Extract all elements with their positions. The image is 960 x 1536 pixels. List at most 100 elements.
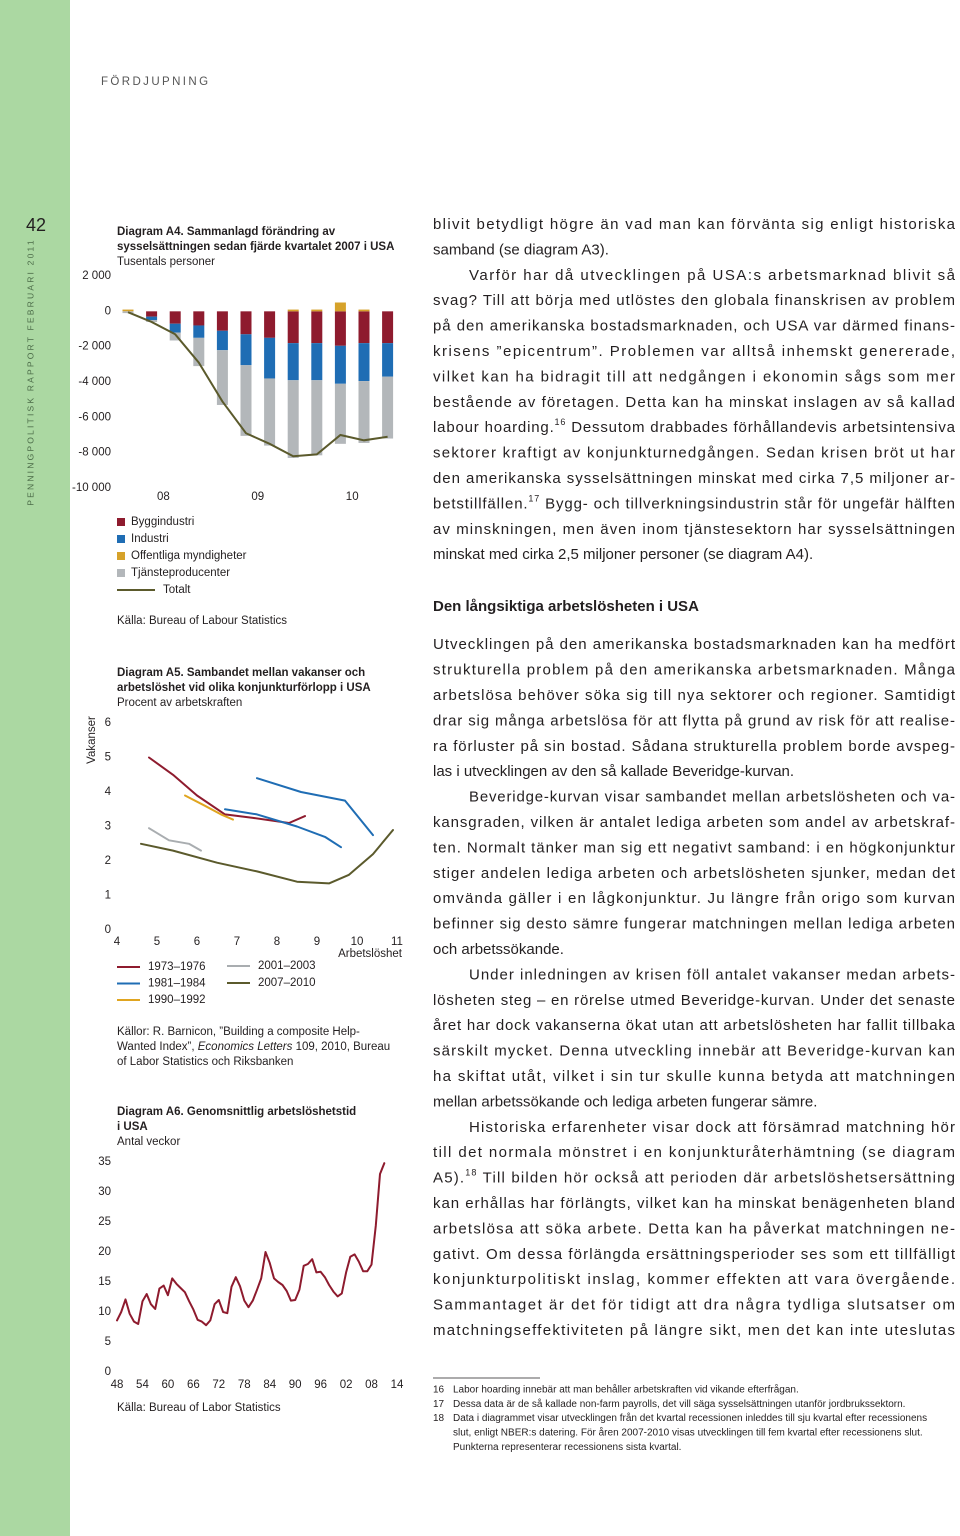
x-axis-label: Arbetslöshet: [338, 948, 403, 960]
chart-subtitle: Procent av arbetskraften: [117, 697, 242, 709]
bar-segment: [382, 311, 394, 344]
chart-title: Diagram A4. Sammanlagd förändring av: [117, 226, 336, 238]
body-line: ra förluster på sin bostad. Sådana struk…: [433, 738, 955, 755]
x-tick-label: 78: [238, 1379, 251, 1391]
body-line: Beveridge-kurvan visar sambandet mellan …: [469, 789, 955, 806]
bar-segment: [311, 380, 323, 456]
legend-swatch: [117, 569, 125, 577]
bar-segment: [311, 343, 323, 381]
x-tick-label: 10: [351, 936, 364, 948]
bar-segment: [358, 309, 370, 312]
x-tick-label: 6: [194, 936, 200, 948]
legend-label: Offentliga myndigheter: [131, 550, 247, 562]
chart-source: of Labor Statistics och Riksbanken: [117, 1056, 293, 1068]
y-tick-label: 0: [105, 924, 111, 936]
y-tick-label: 15: [98, 1276, 111, 1288]
y-tick-label: 3: [105, 821, 111, 833]
x-tick-label: 54: [136, 1379, 149, 1391]
y-tick-label: -2 000: [78, 341, 111, 353]
footnote-text: slut, enligt NBER:s datering. För åren 2…: [453, 1427, 923, 1439]
x-tick-label: 4: [114, 936, 121, 948]
body-line: den amerikanska sysselsättningen minskat…: [433, 470, 955, 487]
y-tick-label: 2: [105, 855, 111, 867]
chart-source: Källor: R. Barnicon, ”Building a composi…: [117, 1026, 360, 1038]
body-line: matchningseffektiviteten på längre sikt,…: [433, 1322, 955, 1339]
x-tick-label: 7: [234, 936, 240, 948]
text-run: betstillfällen.: [433, 495, 528, 512]
legend-label: 2001–2003: [258, 960, 316, 972]
body-line: betstillfällen.17 Bygg- och tillverkning…: [433, 494, 955, 513]
y-tick-label: 0: [105, 305, 111, 317]
y-tick-label: -6 000: [78, 411, 111, 423]
y-tick-label: 30: [98, 1186, 111, 1198]
chart-title: Diagram A5. Sambandet mellan vakanser oc…: [117, 667, 365, 679]
body-line: drar sig många arbetslösa för att flytta…: [433, 712, 955, 729]
bar-segment: [358, 381, 370, 443]
body-line: vilket kan ha bidragit till att nedgånge…: [433, 368, 955, 385]
bar-segment: [382, 376, 394, 439]
body-line: ten. Normalt tänker man sig ett negativt…: [433, 839, 955, 856]
body-line: Varför har då utvecklingen på USA:s arbe…: [469, 267, 956, 284]
body-line: på den amerikanska bostadsmarknaden, och…: [433, 318, 955, 335]
bar-segment: [169, 323, 181, 333]
bar-segment: [216, 311, 228, 331]
body-line: befinner sig desto sämre fungerar matchn…: [433, 916, 955, 933]
footnote-text: Punkterna representerar recessionens sis…: [453, 1442, 681, 1453]
body-line: labour hoarding.16 Dessutom drabbades fö…: [433, 418, 956, 437]
y-tick-label: 25: [98, 1216, 111, 1228]
body-line: las i utvecklingen av den så kallade Bev…: [433, 763, 794, 780]
legend-label: 1973–1976: [148, 961, 206, 973]
x-tick-label: 66: [187, 1379, 200, 1391]
legend-label: Totalt: [163, 584, 191, 596]
bar-segment: [193, 325, 205, 338]
x-tick-label: 84: [263, 1379, 276, 1391]
chart-subtitle: Antal veckor: [117, 1136, 180, 1148]
body-line: arbetslösa att söka arbete. Detta kan ha…: [433, 1220, 955, 1237]
x-tick-label: 90: [289, 1379, 302, 1391]
body-line: Sammantaget är det för tidigt att dra nå…: [433, 1297, 955, 1314]
body-line: sektorer kraftigt av konjunkturnedgången…: [433, 445, 955, 462]
bar-segment: [287, 311, 299, 344]
bar-segment: [382, 343, 394, 377]
legend-label: Byggindustri: [131, 516, 194, 528]
bar-segment: [216, 330, 228, 351]
data-line: [148, 756, 306, 824]
x-tick-label: 11: [391, 936, 403, 948]
x-tick-label: 9: [314, 936, 320, 948]
text-run: labour hoarding.: [433, 419, 554, 436]
y-tick-label: 10: [98, 1306, 111, 1318]
body-line: mellan arbetssökande och lediga arbeten …: [433, 1093, 817, 1110]
y-tick-label: 0: [105, 1366, 111, 1378]
x-tick-label: 8: [274, 936, 280, 948]
body-line: särskilt mycket. Denna utveckling innebä…: [433, 1043, 955, 1060]
footnote-number: 16: [433, 1385, 445, 1396]
footnote-text: Labor hoarding innebär att man behåller …: [453, 1384, 799, 1396]
bar-segment: [358, 343, 370, 382]
y-tick-label: -10 000: [72, 482, 111, 494]
body-line: av minskningen, men även inom tjänstesek…: [433, 521, 955, 538]
y-tick-label: 6: [105, 717, 111, 729]
x-tick-label: 08: [157, 491, 170, 503]
page-number: 42: [26, 215, 46, 235]
legend-label: 1990–1992: [148, 994, 206, 1006]
bar-segment: [358, 311, 370, 344]
body-line: kan erhållas har förlängts, vilket kan h…: [433, 1195, 955, 1212]
legend-label: Industri: [131, 533, 169, 545]
y-tick-label: 4: [105, 786, 112, 798]
x-tick-label: 72: [212, 1379, 225, 1391]
body-line: strukturella problem på den amerikanska …: [433, 662, 956, 679]
footnote-ref: 17: [528, 494, 539, 504]
bar-segment: [334, 302, 346, 312]
data-line: [224, 777, 374, 849]
body-line: Under inledningen av krisen föll antalet…: [469, 966, 955, 983]
bar-segment: [264, 311, 276, 338]
bar-segment: [169, 332, 181, 341]
footnote-text: Dessa data är de så kallade non-farm pay…: [453, 1398, 905, 1410]
chart-source: Wanted Index”, Economics Letters 109, 20…: [117, 1041, 390, 1053]
bar-segment: [264, 337, 276, 379]
body-line: omvända gäller i en lågkonjunktur. Ju lä…: [433, 890, 955, 907]
footnote-number: 17: [433, 1399, 445, 1410]
bar-segment: [334, 311, 346, 346]
bar-segment: [334, 383, 346, 444]
x-tick-label: 48: [111, 1379, 124, 1391]
